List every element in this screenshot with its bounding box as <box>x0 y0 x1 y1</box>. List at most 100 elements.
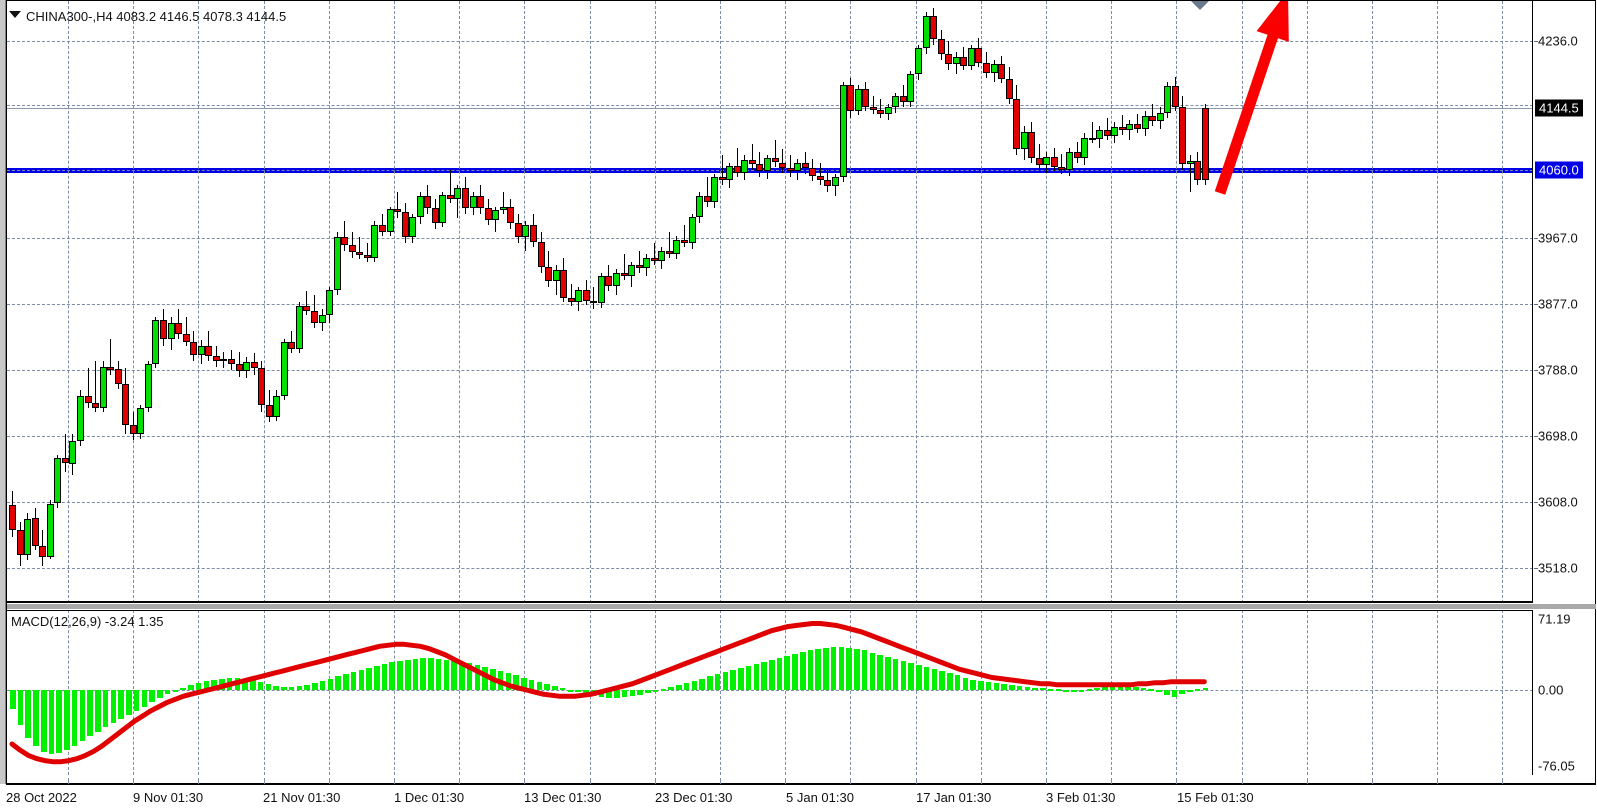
macd-histogram-bar <box>203 680 210 690</box>
candle-body-bearish <box>1058 166 1066 170</box>
macd-histogram-bar <box>598 689 605 698</box>
candle-body-bullish <box>575 290 583 302</box>
candle-wick <box>1152 103 1154 126</box>
macd-histogram-bar <box>776 657 783 690</box>
time-axis-tick <box>1502 778 1503 784</box>
macd-histogram-bar <box>118 689 124 720</box>
macd-histogram-bar <box>722 672 729 690</box>
macd-histogram-bar <box>745 666 752 690</box>
macd-axis-label: 71.19 <box>1538 611 1571 627</box>
time-axis-tick <box>1242 778 1243 784</box>
chart-frame <box>6 0 1596 784</box>
candle-body-bullish <box>1186 161 1194 164</box>
triangle-down-icon[interactable] <box>9 11 21 18</box>
macd-histogram-bar <box>768 659 775 690</box>
macd-histogram-bar <box>683 682 690 690</box>
macd-histogram-bar <box>343 674 349 690</box>
candle-body-bullish <box>1020 131 1028 150</box>
gridline-vertical <box>198 610 199 775</box>
candle-wick <box>64 434 66 473</box>
candle-body-bearish <box>680 239 688 244</box>
time-axis-label: 28 Oct 2022 <box>6 790 77 805</box>
macd-histogram-bar <box>474 665 481 690</box>
candle-body-bullish <box>967 47 975 66</box>
macd-histogram-bar <box>1109 685 1116 690</box>
time-axis-tick <box>916 778 917 784</box>
left-scroll-strip[interactable] <box>0 0 6 784</box>
macd-histogram-bar <box>1179 689 1185 695</box>
macd-pane[interactable]: MACD(12,26,9) -3.24 1.35 <box>7 610 1533 775</box>
macd-histogram-bar <box>1202 687 1209 690</box>
candle-body-bearish <box>703 196 711 203</box>
candle-body-bullish <box>522 224 530 238</box>
candle-body-bullish <box>1126 124 1134 131</box>
candle-body-bullish <box>915 47 922 75</box>
price-axis-label: 4236.0 <box>1538 33 1578 49</box>
candle-wick <box>653 243 655 266</box>
candle-body-bullish <box>711 177 719 203</box>
macd-axis-label: 0.00 <box>1538 682 1564 698</box>
gridline-vertical <box>720 610 721 775</box>
candle-body-bullish <box>1066 151 1073 170</box>
candle-body-bearish <box>665 250 673 254</box>
candle-wick <box>95 360 97 413</box>
candle-body-bullish <box>597 276 605 304</box>
candle-body-bullish <box>794 162 802 172</box>
macd-histogram-bar <box>1071 689 1077 692</box>
macd-histogram-bar <box>792 653 798 690</box>
pane-separator[interactable] <box>7 604 1596 609</box>
candle-wick <box>1061 153 1063 174</box>
candle-body-bearish <box>771 158 779 163</box>
candle-body-bearish <box>484 208 492 220</box>
gridline-horizontal <box>7 567 1533 569</box>
candle-body-bearish <box>258 368 266 405</box>
candle-wick <box>1121 114 1123 135</box>
candle-body-bearish <box>107 366 115 370</box>
macd-histogram-bar <box>536 681 543 690</box>
macd-histogram-bar <box>172 689 179 693</box>
time-axis-tick <box>68 778 69 784</box>
macd-histogram-bar <box>389 661 396 690</box>
candle-body-bullish <box>295 305 303 349</box>
candle-body-bullish <box>613 272 620 286</box>
time-axis-tick <box>198 778 199 784</box>
candle-body-bullish <box>220 359 228 362</box>
candle-body-bearish <box>982 62 990 73</box>
candle-body-bearish <box>1194 161 1202 181</box>
candle-body-bearish <box>635 265 643 269</box>
gridline-vertical <box>264 1 265 603</box>
macd-axis[interactable]: 71.19 0.00 -76.05 <box>1534 610 1596 775</box>
candle-body-bearish <box>92 403 100 408</box>
candle-wick <box>502 191 504 214</box>
candle-body-bearish <box>733 166 741 173</box>
candle-wick <box>751 144 753 170</box>
macd-histogram-bar <box>908 662 914 690</box>
price-axis[interactable]: 4236.0 4144.5 4060.0 3967.0 3877.0 3788.0 3698… <box>1534 1 1596 603</box>
macd-histogram-bar <box>335 676 341 690</box>
gridline-vertical <box>916 610 917 775</box>
gridline-vertical <box>1437 1 1438 603</box>
macd-histogram-bar <box>126 689 132 715</box>
support-price-badge[interactable]: 4060.0 <box>1535 161 1583 179</box>
price-pane[interactable] <box>7 1 1533 603</box>
candle-body-bullish <box>741 159 749 173</box>
macd-histogram-bar <box>71 689 78 747</box>
axis-tick <box>1534 501 1538 503</box>
gridline-vertical <box>1046 610 1047 775</box>
candle-body-bullish <box>273 395 281 417</box>
candle-body-bearish <box>401 212 409 238</box>
macd-histogram-bar <box>1016 685 1023 690</box>
candle-body-bullish <box>952 56 960 65</box>
candle-body-bullish <box>137 408 145 435</box>
gridline-vertical <box>1502 610 1503 775</box>
macd-histogram-bar <box>435 658 442 690</box>
candle-wick <box>683 224 685 247</box>
macd-histogram-bar <box>1194 688 1201 691</box>
candle-body-bullish <box>1156 112 1164 122</box>
macd-histogram-bar <box>211 679 217 690</box>
candle-wick <box>827 168 829 192</box>
time-axis[interactable]: 28 Oct 2022 9 Nov 01:30 21 Nov 01:30 1 Dec … <box>6 778 1596 811</box>
macd-histogram-bar <box>528 679 535 690</box>
macd-histogram-bar <box>691 680 698 690</box>
